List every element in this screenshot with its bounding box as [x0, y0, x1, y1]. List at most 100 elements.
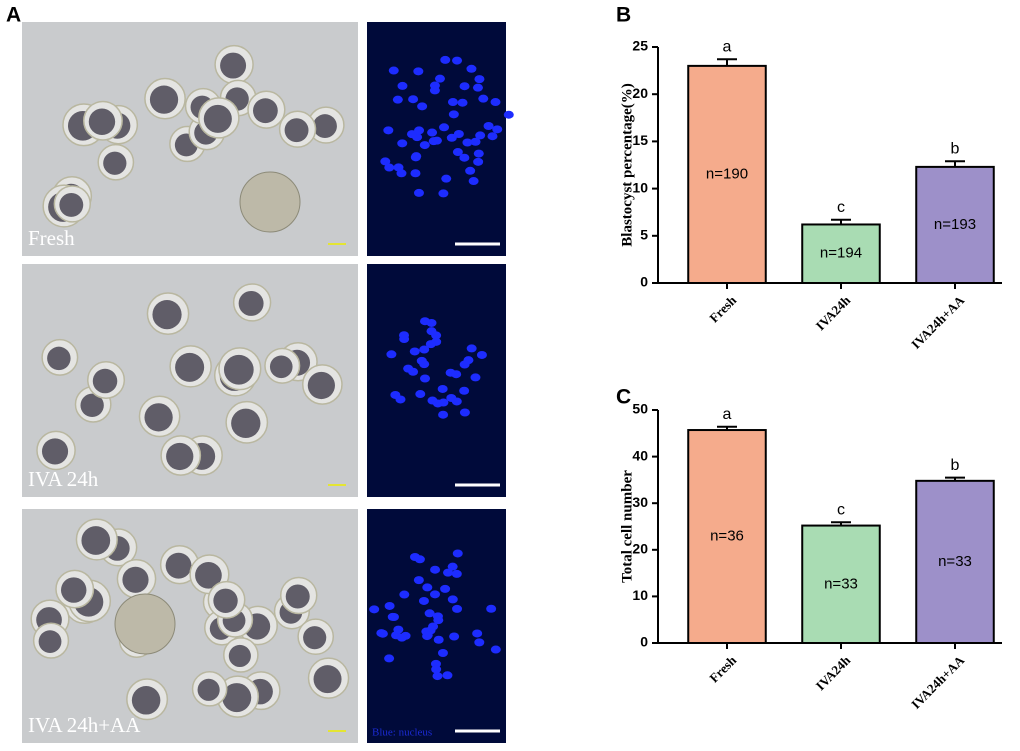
embryo-core: [81, 526, 111, 555]
sample-size: n=33: [938, 553, 972, 570]
embryo-core: [307, 371, 335, 400]
nucleus: [476, 350, 487, 359]
nucleus: [409, 552, 420, 561]
x-tick-label: Fresh: [706, 652, 739, 685]
embryo-core: [223, 354, 254, 385]
panel-letter: B: [616, 4, 631, 27]
nucleus: [447, 562, 458, 571]
x-tick-label: Fresh: [706, 292, 739, 325]
embryo-core: [166, 442, 194, 471]
nucleus: [466, 64, 477, 73]
nucleus: [416, 356, 427, 365]
nucleus: [466, 344, 477, 353]
nucleus: [457, 98, 468, 107]
y-tick-label: 30: [632, 494, 648, 510]
nucleus: [419, 141, 430, 150]
nucleus: [414, 126, 425, 135]
x-tick-label: IVA24h+AA: [908, 292, 968, 352]
nucleus: [424, 609, 435, 618]
nucleus: [453, 129, 464, 138]
nucleus: [439, 123, 450, 132]
significance-letter: b: [951, 457, 960, 474]
nucleus: [418, 596, 429, 605]
embryo-core: [285, 584, 310, 609]
y-tick-label: 10: [632, 587, 648, 603]
significance-letter: c: [837, 502, 845, 519]
nucleus: [377, 629, 388, 638]
nucleus: [459, 386, 470, 395]
significance-letter: c: [837, 199, 845, 216]
error-bar: [717, 425, 737, 431]
nucleus: [478, 94, 489, 103]
embryo-core: [165, 552, 192, 579]
nucleus: [410, 169, 421, 178]
embryo-core: [313, 665, 342, 694]
embryo-core: [231, 408, 261, 438]
nucleus: [369, 605, 380, 614]
embryo-core: [60, 577, 87, 603]
nucleus: [437, 649, 448, 658]
nucleus: [399, 335, 410, 344]
embryo-core: [80, 393, 104, 418]
nucleus: [429, 81, 440, 90]
nucleus: [459, 153, 470, 162]
nucleus: [419, 317, 430, 326]
nucleus: [386, 350, 397, 359]
nucleus: [393, 625, 404, 634]
nucleus: [380, 157, 391, 166]
embryo-core: [313, 114, 337, 139]
nucleus: [388, 66, 399, 75]
y-tick-label: 20: [632, 541, 648, 557]
nucleus: [427, 128, 438, 137]
nucleus: [397, 139, 408, 148]
stain-label: Blue: nucleus: [372, 727, 432, 739]
nucleus: [475, 131, 486, 140]
embryo-core: [59, 192, 84, 217]
nucleus: [396, 633, 407, 642]
embryo-core: [122, 566, 149, 593]
nucleus: [409, 347, 420, 356]
nucleus: [397, 81, 408, 90]
embryo-core: [269, 355, 293, 379]
y-axis-label: Blastocyst percentage(%): [619, 83, 635, 246]
y-axis-label: Total cell number: [619, 470, 635, 583]
nucleus: [432, 672, 443, 681]
nucleus: [451, 397, 462, 406]
nucleus: [425, 340, 436, 349]
error-bar: [717, 58, 737, 66]
nucleus: [384, 601, 395, 610]
nucleus: [451, 569, 462, 578]
nucleus: [443, 568, 454, 577]
error-bar: [831, 521, 851, 526]
nucleus: [483, 121, 494, 130]
fluorescence-image: [367, 264, 506, 497]
embryo-core: [197, 678, 220, 701]
embryo-core: [203, 104, 232, 133]
nucleus: [440, 584, 451, 593]
nucleus: [473, 149, 484, 158]
y-tick-label: 10: [632, 179, 648, 195]
nucleus: [462, 138, 473, 147]
nucleus: [428, 137, 439, 146]
nucleus: [422, 631, 433, 640]
embryo-core: [41, 438, 69, 465]
embryo-core: [131, 686, 161, 715]
nucleus: [465, 166, 476, 175]
embryo-core: [88, 108, 116, 135]
nucleus: [406, 130, 417, 139]
nucleus: [430, 565, 441, 574]
nucleus: [419, 345, 430, 354]
nucleus: [490, 98, 501, 107]
nucleus: [413, 67, 424, 76]
nucleus: [426, 327, 437, 336]
embryo-core: [38, 630, 62, 654]
embryo-core: [92, 368, 118, 394]
nucleus: [474, 75, 485, 84]
embryo-core: [238, 290, 264, 316]
nucleus: [433, 635, 444, 644]
nucleus: [470, 373, 481, 382]
nucleus: [474, 638, 485, 647]
nucleus: [417, 102, 428, 111]
sample-size: n=193: [934, 216, 976, 233]
nucleus: [387, 612, 398, 621]
